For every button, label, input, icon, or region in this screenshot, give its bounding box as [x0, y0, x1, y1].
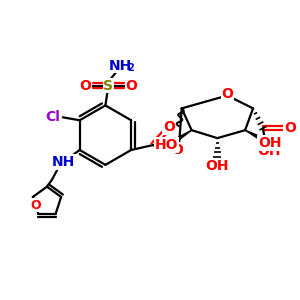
Text: O: O — [171, 143, 183, 157]
Text: OH: OH — [258, 136, 282, 150]
Polygon shape — [174, 130, 192, 142]
Polygon shape — [245, 130, 263, 141]
Text: O: O — [284, 121, 296, 135]
Text: NH: NH — [109, 59, 132, 73]
Text: NH: NH — [52, 155, 75, 169]
Text: Cl: Cl — [46, 110, 60, 124]
Text: OH: OH — [206, 159, 229, 173]
Text: 2: 2 — [127, 63, 134, 73]
Text: HO: HO — [155, 138, 178, 152]
Text: O: O — [30, 199, 41, 212]
Text: O: O — [125, 79, 137, 93]
Text: O: O — [80, 79, 92, 93]
Text: O: O — [221, 86, 233, 100]
Text: OH: OH — [257, 144, 281, 158]
Text: S: S — [103, 79, 113, 93]
Text: O: O — [163, 120, 175, 134]
